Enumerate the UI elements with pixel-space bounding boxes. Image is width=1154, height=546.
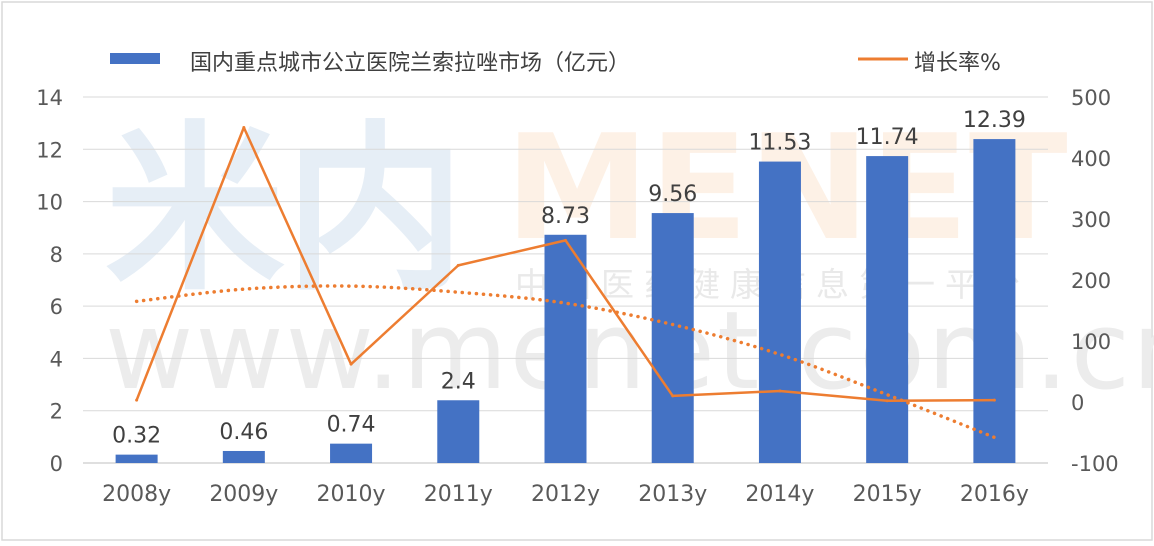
- bar: [973, 139, 1016, 463]
- legend-line-label: 增长率%: [914, 51, 1001, 76]
- legend: 国内重点城市公立医院兰索拉唑市场（亿元） 增长率%: [110, 51, 1001, 76]
- x-axis-tick-label: 2014y: [745, 482, 814, 507]
- line-point: [242, 126, 246, 129]
- line-point: [456, 263, 460, 267]
- data-label: 0.74: [327, 413, 376, 438]
- left-axis-tick-label: 2: [50, 400, 63, 424]
- bar: [115, 454, 158, 463]
- bar: [222, 450, 265, 463]
- data-label: 2.4: [441, 369, 476, 394]
- data-label: 0.46: [219, 420, 268, 445]
- line-series: [135, 126, 996, 403]
- right-axis-tick-label: -100: [1071, 452, 1119, 476]
- left-axis-tick-label: 6: [50, 295, 63, 319]
- right-axis-ticks: -100 0 100 200 300 400 500: [1071, 86, 1119, 476]
- x-axis-ticks: 2008y 2009y 2010y 2011y 2012y 2013y 2014y 2015y…: [102, 482, 1029, 507]
- data-label: 8.73: [541, 204, 590, 229]
- line-point: [349, 362, 353, 366]
- left-axis-tick-label: 0: [50, 452, 63, 476]
- line-point: [992, 398, 996, 402]
- right-axis-tick-label: 100: [1071, 330, 1111, 354]
- data-label: 12.39: [963, 108, 1026, 133]
- data-label: 9.56: [648, 182, 697, 207]
- legend-bar-swatch: [110, 53, 160, 64]
- bar: [758, 161, 801, 463]
- x-axis-tick-label: 2012y: [531, 482, 600, 507]
- right-axis-tick-label: 500: [1071, 86, 1111, 110]
- data-labels: 0.32 0.46 0.74 2.4 8.73 9.56 11.53 11.74 12.39: [112, 108, 1026, 449]
- line-point: [564, 238, 567, 242]
- x-axis-tick-label: 2016y: [960, 482, 1029, 507]
- data-label: 11.74: [856, 125, 919, 150]
- x-axis-tick-label: 2008y: [102, 482, 171, 507]
- bar: [651, 213, 694, 463]
- right-axis-tick-label: 300: [1071, 208, 1111, 232]
- bar: [866, 156, 909, 463]
- line-point: [778, 389, 782, 393]
- left-axis-tick-label: 8: [50, 243, 63, 267]
- right-axis-tick-label: 0: [1071, 391, 1084, 415]
- trendline: [134, 284, 997, 440]
- left-axis-tick-label: 4: [50, 347, 63, 371]
- bar: [330, 443, 373, 463]
- bar: [437, 400, 480, 463]
- legend-bar-label: 国内重点城市公立医院兰索拉唑市场（亿元）: [190, 51, 630, 76]
- x-axis-tick-label: 2015y: [853, 482, 922, 507]
- data-label: 0.32: [112, 424, 161, 449]
- left-axis-ticks: 0 2 4 6 8 10 12 14: [36, 86, 63, 476]
- x-axis-tick-label: 2013y: [638, 482, 707, 507]
- line-point: [135, 398, 139, 402]
- watermark-logo-cn: 米内: [105, 106, 465, 315]
- right-axis-tick-label: 200: [1071, 269, 1111, 293]
- left-axis-tick-label: 10: [36, 191, 63, 215]
- x-axis-tick-label: 2010y: [317, 482, 386, 507]
- bar: [544, 234, 587, 463]
- right-axis-tick-label: 400: [1071, 147, 1111, 171]
- bar-series: [115, 139, 1016, 463]
- x-axis-tick-label: 2011y: [424, 482, 493, 507]
- line-point: [885, 399, 889, 403]
- left-axis-tick-label: 14: [36, 86, 63, 110]
- x-axis-tick-label: 2009y: [209, 482, 278, 507]
- data-label: 11.53: [748, 131, 811, 156]
- growth-rate-trendline: [134, 284, 997, 440]
- left-axis-tick-label: 12: [36, 138, 63, 162]
- line-point: [671, 394, 675, 398]
